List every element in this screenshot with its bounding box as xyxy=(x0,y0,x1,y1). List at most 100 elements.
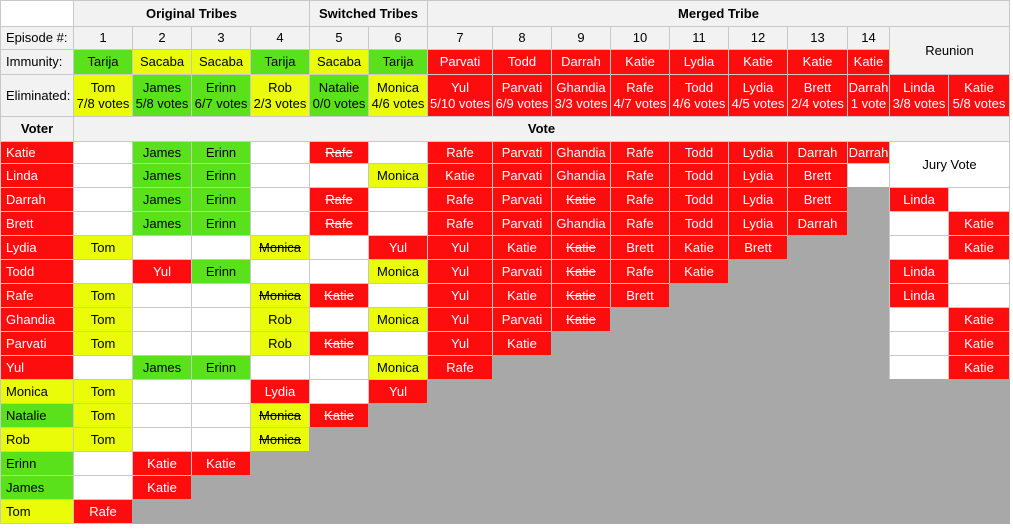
cell-text: Parvati xyxy=(501,79,543,95)
eliminated-blank xyxy=(191,475,890,500)
cell-text: Tom xyxy=(90,79,116,95)
vote-cell: Katie xyxy=(551,235,611,260)
cell-text: Monica xyxy=(259,239,301,255)
eliminated-contestant: Ghandia 3/3 votes xyxy=(551,74,611,117)
vote-cell: Parvati xyxy=(492,307,552,332)
cell-text: Katie xyxy=(684,239,714,255)
episode-number: 7 xyxy=(427,26,493,50)
cell-text: Rafe xyxy=(325,144,353,160)
cell-text: Parvati xyxy=(501,263,543,279)
cell-text: 4/6 votes xyxy=(371,95,425,111)
vote-cell: Brett xyxy=(728,235,788,260)
cell-text: 5 xyxy=(335,30,343,45)
voter-name: Natalie xyxy=(0,403,74,428)
cell-text: Katie xyxy=(964,359,994,375)
vote-cell: Rafe xyxy=(427,355,493,380)
voter-name: Tom xyxy=(0,499,74,524)
cell-text: Parvati xyxy=(6,335,47,351)
cell-text: Ghandia xyxy=(556,215,606,231)
vote-cell: Katie xyxy=(492,235,552,260)
empty-vote-cell xyxy=(250,163,310,188)
empty-vote-cell xyxy=(73,355,133,380)
eliminated-contestant: Todd 4/6 votes xyxy=(669,74,729,117)
cell-text: Todd xyxy=(684,215,714,231)
vote-cell: Rob xyxy=(250,331,310,356)
empty-vote-cell xyxy=(73,141,133,164)
vote-cell: Monica xyxy=(250,427,310,452)
cell-text: Rafe xyxy=(446,215,474,231)
vote-cell: Katie xyxy=(132,475,192,500)
cell-text: Darrah xyxy=(848,79,889,95)
vote-cell: Ghandia xyxy=(551,211,611,236)
vote-cell: Katie xyxy=(309,403,369,428)
episode-label: Episode #: xyxy=(0,26,74,50)
vote-cell: Darrah xyxy=(787,141,848,164)
vote-cell: Brett xyxy=(610,235,670,260)
cell-text: James xyxy=(142,79,182,95)
jury-vote-cell: Linda xyxy=(889,259,949,284)
cell-text: James xyxy=(142,191,182,207)
empty-vote-cell xyxy=(368,283,428,308)
immunity-label: Immunity: xyxy=(0,49,74,75)
vote-cell: Erinn xyxy=(191,187,251,212)
cell-text: Erinn xyxy=(6,455,37,471)
cell-text: Darrah xyxy=(797,144,838,160)
empty-vote-cell xyxy=(250,355,310,380)
vote-cell: Tom xyxy=(73,235,133,260)
cell-text: Immunity: xyxy=(6,54,63,69)
vote-cell: Katie xyxy=(551,307,611,332)
cell-text: Yul xyxy=(450,239,470,255)
episode-number: 5 xyxy=(309,26,369,50)
cell-text: James xyxy=(142,144,182,160)
phase-switched-tribes: Switched Tribes xyxy=(309,0,428,27)
vote-cell: Katie xyxy=(551,259,611,284)
cell-text: 3/8 votes xyxy=(892,95,946,111)
voter-name: Erinn xyxy=(0,451,74,476)
cell-text: Tarija xyxy=(87,54,119,69)
immunity-winner: Todd xyxy=(492,49,552,75)
cell-text: 13 xyxy=(810,30,825,45)
empty-jury-cell xyxy=(889,355,949,380)
cell-text: 6/9 votes xyxy=(495,95,549,111)
cell-text: Parvati xyxy=(501,311,543,327)
eliminated-contestant: Monica 4/6 votes xyxy=(368,74,428,117)
eliminated-blank xyxy=(787,235,890,260)
cell-text: Linda xyxy=(6,167,38,183)
cell-text: Parvati xyxy=(501,215,543,231)
vote-cell: James xyxy=(132,141,192,164)
vote-cell: Katie xyxy=(132,451,192,476)
cell-text: 1 vote xyxy=(850,95,887,111)
empty-jury-cell xyxy=(889,331,949,356)
vote-cell: Yul xyxy=(427,259,493,284)
vote-header: Vote xyxy=(73,116,1010,142)
cell-text: Yul xyxy=(450,335,470,351)
voter-name: Todd xyxy=(0,259,74,284)
cell-text: Switched Tribes xyxy=(319,5,418,21)
cell-text: James xyxy=(6,479,45,495)
cell-text: 7 xyxy=(456,30,464,45)
jury-blank-area xyxy=(889,379,1010,524)
cell-text: 11 xyxy=(692,30,706,45)
vote-cell: Monica xyxy=(368,163,428,188)
empty-jury-cell xyxy=(948,283,1010,308)
empty-vote-cell xyxy=(250,141,310,164)
cell-text: Katie xyxy=(206,455,236,471)
cell-text: Natalie xyxy=(318,79,360,95)
cell-text: Natalie xyxy=(6,407,47,423)
voter-name: Rafe xyxy=(0,283,74,308)
eliminated-blank xyxy=(728,259,890,284)
cell-text: 2 xyxy=(158,30,166,45)
immunity-winner: Tarija xyxy=(368,49,428,75)
vote-cell: Tom xyxy=(73,331,133,356)
cell-text: Katie xyxy=(566,263,596,279)
cell-text: Yul xyxy=(388,383,408,399)
eliminated-contestant: Lydia 4/5 votes xyxy=(728,74,788,117)
cell-text: Rob xyxy=(268,311,292,327)
cell-text: Rafe xyxy=(626,215,654,231)
vote-cell: Katie xyxy=(669,235,729,260)
cell-text: 7/8 votes xyxy=(76,95,130,111)
cell-text: Katie xyxy=(743,54,773,69)
episode-number: 9 xyxy=(551,26,611,50)
vote-cell: Todd xyxy=(669,163,729,188)
cell-text: Yul xyxy=(388,239,408,255)
